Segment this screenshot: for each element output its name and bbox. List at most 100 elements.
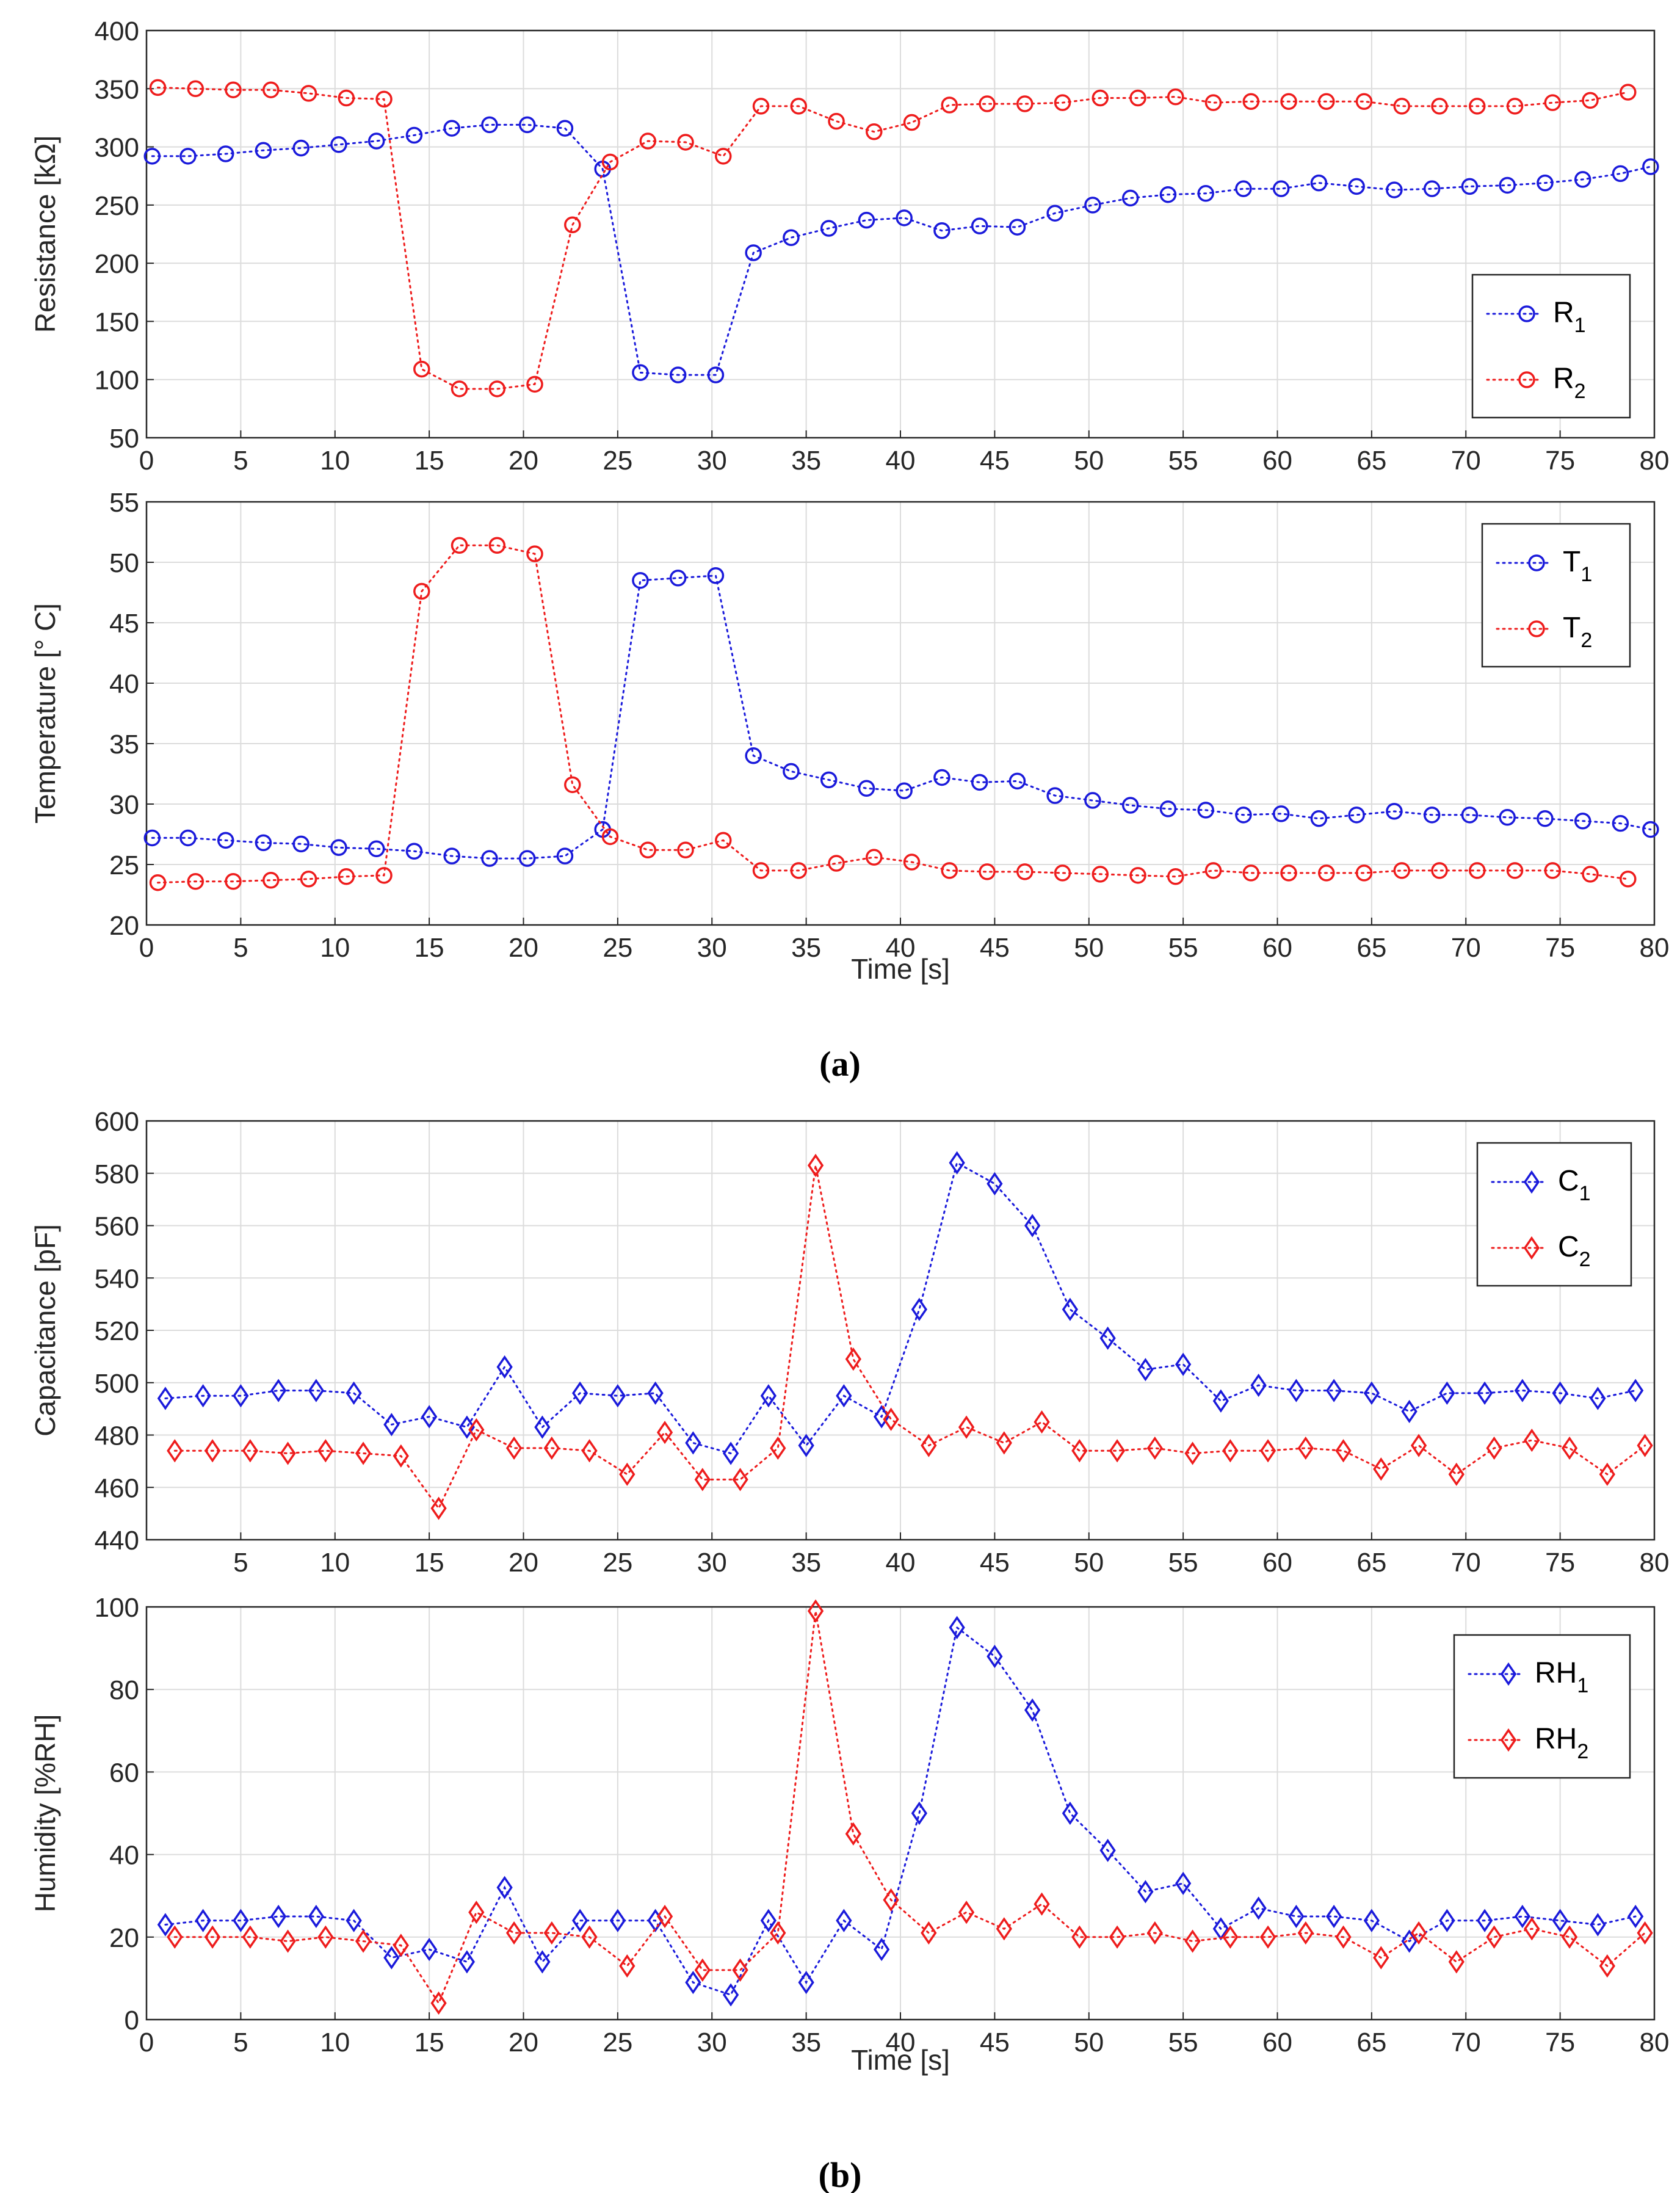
series-r2 — [149, 79, 1637, 397]
data-point — [619, 1954, 635, 1978]
data-point — [1486, 1925, 1502, 1949]
y-tick-label: 50 — [109, 424, 139, 454]
data-point — [760, 1908, 777, 1932]
data-point — [1363, 1381, 1380, 1405]
data-point — [242, 1439, 258, 1463]
data-point — [694, 1468, 711, 1492]
series-line — [151, 123, 1652, 376]
legend-marker — [1528, 554, 1545, 571]
data-point — [204, 1439, 221, 1463]
data-point — [217, 145, 234, 162]
data-point — [723, 1983, 739, 2007]
data-point — [745, 244, 762, 261]
data-point — [1612, 814, 1629, 832]
x-tick-label: 70 — [1451, 446, 1481, 476]
data-point — [488, 537, 506, 554]
y-tick-label: 600 — [95, 1107, 139, 1137]
data-point — [225, 81, 242, 98]
data-point — [1084, 792, 1101, 809]
data-point — [1092, 866, 1109, 883]
data-point — [996, 1917, 1012, 1941]
data-point — [1537, 174, 1554, 192]
data-point — [1552, 1908, 1568, 1932]
data-point — [1628, 1379, 1644, 1402]
series-line — [173, 1165, 1646, 1510]
x-tick-label: 80 — [1640, 933, 1670, 963]
data-point — [845, 1347, 861, 1371]
data-point — [1062, 1297, 1078, 1321]
data-point — [770, 1921, 786, 1945]
data-point — [1637, 1434, 1653, 1457]
x-tick-label: 50 — [1074, 2028, 1104, 2057]
data-point — [1373, 1946, 1389, 1970]
y-tick-label: 40 — [109, 669, 139, 699]
data-point — [1599, 1462, 1615, 1486]
data-point — [828, 112, 845, 130]
data-point — [581, 1925, 598, 1949]
data-point — [1448, 1950, 1465, 1974]
series-c2 — [167, 1153, 1653, 1520]
data-point — [149, 79, 167, 96]
data-point — [1544, 94, 1562, 111]
data-point — [656, 1904, 673, 1929]
data-point — [1167, 868, 1184, 885]
x-tick-label: 80 — [1640, 1548, 1670, 1578]
legend-box — [1471, 274, 1631, 419]
y-tick-label: 45 — [109, 609, 139, 639]
series-line — [164, 1626, 1637, 1996]
y-tick-label: 80 — [109, 1675, 139, 1705]
data-point — [1204, 94, 1222, 111]
data-point — [1084, 197, 1101, 214]
data-point — [300, 85, 317, 102]
data-point — [1159, 186, 1177, 203]
data-point — [1008, 772, 1026, 790]
x-tick-label: 45 — [980, 1548, 1010, 1578]
x-tick-label: 75 — [1545, 1548, 1575, 1578]
data-point — [1506, 862, 1524, 879]
y-tick-label: 560 — [95, 1212, 139, 1242]
data-point — [393, 1934, 409, 1957]
data-point — [1288, 1379, 1305, 1402]
data-point — [317, 1439, 334, 1463]
data-point — [1016, 863, 1034, 880]
data-point — [330, 839, 347, 857]
data-point — [1034, 1410, 1050, 1434]
data-point — [1071, 1925, 1088, 1949]
data-point — [1524, 1917, 1540, 1941]
data-point — [971, 217, 988, 234]
data-point — [1348, 807, 1365, 824]
x-tick-label: 0 — [139, 446, 154, 476]
data-point — [225, 872, 242, 890]
data-point — [783, 229, 800, 246]
data-point — [526, 375, 543, 393]
data-point — [262, 81, 280, 98]
data-point — [1242, 865, 1260, 882]
data-point — [330, 136, 347, 153]
legend-marker — [1518, 305, 1535, 322]
data-point — [187, 872, 205, 890]
data-point — [280, 1929, 296, 1953]
data-point — [723, 1441, 739, 1465]
y-tick-label: 460 — [95, 1473, 139, 1503]
data-point — [1537, 810, 1554, 827]
data-point — [1054, 865, 1071, 882]
data-point — [1612, 165, 1629, 183]
y-tick-label: 500 — [95, 1369, 139, 1399]
data-point — [1121, 797, 1139, 814]
data-point — [195, 1384, 211, 1408]
y-tick-label: 0 — [125, 2006, 139, 2035]
data-point — [1034, 1892, 1050, 1916]
data-point — [1054, 94, 1071, 111]
data-point — [1448, 1462, 1465, 1486]
data-point — [1461, 807, 1479, 824]
data-point — [1499, 176, 1516, 194]
y-axis-label: Resistance [kΩ] — [29, 136, 61, 333]
x-tick-label: 30 — [697, 2028, 727, 2057]
data-point — [1628, 1904, 1644, 1929]
data-point — [707, 366, 725, 383]
data-point — [317, 1925, 334, 1949]
data-point — [1062, 1801, 1078, 1825]
data-point — [656, 1421, 673, 1444]
